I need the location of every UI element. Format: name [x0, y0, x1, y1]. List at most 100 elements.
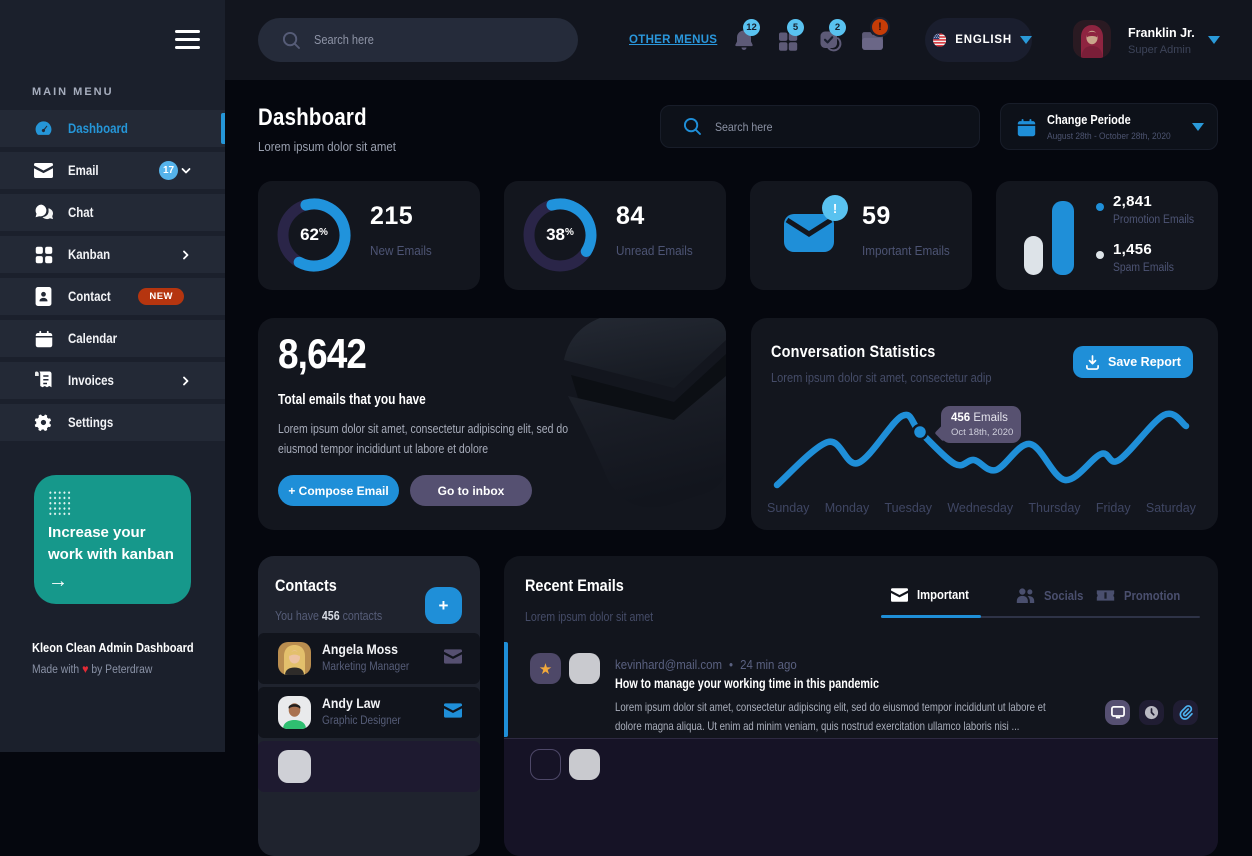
email-meta: kevinhard@mail.com • 24 min ago [615, 657, 797, 672]
tab-promotion[interactable]: Promotion [1096, 588, 1187, 603]
page-title: Dashboard [258, 104, 367, 131]
mail-alert-button[interactable]: ! [860, 17, 890, 54]
page-subtitle: Lorem ipsum dolor sit amet [258, 139, 396, 154]
star-button-outline[interactable] [530, 749, 561, 780]
sidebar-item-dashboard[interactable]: Dashboard [0, 110, 225, 147]
spam-bar [1024, 236, 1043, 275]
arrow-right-icon[interactable]: → [48, 570, 68, 592]
sidebar-item-invoices[interactable]: Invoices [0, 362, 225, 399]
sidebar: MAIN MENU Dashboard Email 17 Chat Kanban… [0, 0, 225, 752]
search-icon [282, 31, 300, 49]
conversation-subtitle: Lorem ipsum dolor sit amet, consectetur … [771, 370, 992, 385]
active-email-indicator [504, 642, 508, 737]
topbar-search-input[interactable]: Search here [258, 18, 578, 62]
hamburger-menu-icon[interactable] [175, 30, 200, 49]
gifts-button[interactable]: 5 [776, 19, 804, 54]
conversation-statistics-card: Conversation Statistics Lorem ipsum dolo… [751, 318, 1218, 530]
total-emails-title: Total emails that you have [278, 392, 426, 408]
email-avatar-placeholder [569, 749, 600, 780]
notifications-bell-button[interactable]: 12 [732, 19, 760, 54]
gear-icon [34, 413, 53, 432]
add-contact-button[interactable]: + [425, 587, 462, 624]
download-icon [1086, 354, 1099, 370]
sidebar-item-label: Calendar [68, 331, 118, 346]
us-flag-icon [933, 33, 947, 47]
contacts-subtitle: You have 456 contacts [275, 609, 383, 623]
contact-row-angela[interactable]: Angela Moss Marketing Manager [258, 633, 480, 684]
contact-name: Andy Law [322, 695, 381, 711]
stat-value: 84 [616, 202, 645, 230]
sidebar-item-chat[interactable]: Chat [0, 194, 225, 231]
chart-x-labels: Sunday Monday Tuesday Wednesday Thursday Frid… [751, 501, 1218, 515]
monitor-icon [1110, 706, 1125, 719]
tasks-button[interactable]: 2 [818, 19, 846, 54]
notification-count-badge: 2 [829, 19, 846, 36]
chart-x-label: Tuesday [884, 501, 932, 515]
chevron-down-icon [181, 167, 191, 173]
user-avatar[interactable] [1073, 20, 1111, 58]
total-emails-card: 8,642 Total emails that you have Lorem i… [258, 318, 726, 530]
sidebar-item-contact[interactable]: Contact NEW [0, 278, 225, 315]
sidebar-item-email[interactable]: Email 17 [0, 152, 225, 189]
contact-name: Angela Moss [322, 641, 398, 657]
recent-emails-title: Recent Emails [525, 576, 624, 595]
gift-icon [779, 32, 798, 51]
email-count-badge: 17 [159, 161, 178, 180]
change-periode-selector[interactable]: Change Periode August 28th - October 28t… [1000, 103, 1218, 150]
clock-chip-button[interactable] [1139, 700, 1164, 725]
other-menus-link[interactable]: OTHER MENUS [629, 34, 718, 46]
email-subject[interactable]: How to manage your working time in this … [615, 676, 880, 691]
star-button[interactable]: ★ [530, 653, 561, 684]
chevron-down-icon[interactable] [1208, 36, 1220, 44]
sidebar-item-label: Chat [68, 205, 94, 220]
language-selector[interactable]: ENGLISH [925, 18, 1032, 62]
email-row[interactable] [504, 739, 1218, 856]
email-row-separator [504, 738, 1218, 739]
contacts-title: Contacts [275, 576, 337, 595]
language-label: ENGLISH [955, 34, 1012, 46]
search-placeholder: Search here [314, 33, 374, 47]
chevron-right-icon [183, 250, 189, 259]
tab-active-indicator [881, 615, 981, 618]
recent-emails-card: Recent Emails Lorem ipsum dolor sit amet… [504, 556, 1218, 856]
promo-text: Increase your work with kanban [48, 524, 174, 563]
envelope-icon [891, 588, 908, 602]
user-name: Franklin Jr. [1128, 26, 1195, 40]
line-chart [773, 410, 1190, 489]
promotion-bar [1052, 201, 1074, 275]
envelope-icon[interactable] [444, 649, 462, 664]
tab-socials[interactable]: Socials [1016, 588, 1088, 603]
people-icon [1016, 588, 1035, 603]
sidebar-item-label: Kanban [68, 247, 111, 262]
user-role: Super Admin [1128, 44, 1191, 56]
legend-value: 2,841 [1113, 193, 1153, 210]
contact-row-andy[interactable]: Andy Law Graphic Designer [258, 687, 480, 738]
sidebar-item-label: Invoices [68, 373, 114, 388]
conversation-title: Conversation Statistics [771, 342, 936, 361]
stat-card-email-types: 2,841 Promotion Emails 1,456 Spam Emails [996, 181, 1218, 290]
save-report-button[interactable]: Save Report [1073, 346, 1193, 378]
sidebar-item-settings[interactable]: Settings [0, 404, 225, 441]
notification-count-badge: 5 [787, 19, 804, 36]
monitor-chip-button[interactable] [1105, 700, 1130, 725]
contact-row[interactable] [258, 741, 480, 792]
save-report-label: Save Report [1108, 355, 1181, 369]
periode-title: Change Periode [1047, 113, 1131, 127]
sidebar-item-kanban[interactable]: Kanban [0, 236, 225, 273]
kanban-promo-card[interactable]: Increase your work with kanban → [34, 475, 191, 604]
go-to-inbox-button[interactable]: Go to inbox [410, 475, 532, 506]
legend-dot-promotion [1096, 203, 1104, 211]
contact-book-icon [34, 287, 53, 306]
dashboard-search-input[interactable]: Search here [660, 105, 980, 148]
notification-count-badge: 12 [743, 19, 760, 36]
tab-important[interactable]: Important [891, 588, 975, 602]
new-badge: NEW [138, 288, 184, 305]
sidebar-item-calendar[interactable]: Calendar [0, 320, 225, 357]
legend-dot-spam [1096, 251, 1104, 259]
paperclip-icon [1179, 705, 1193, 720]
envelope-icon[interactable] [444, 703, 462, 718]
chart-x-label: Thursday [1028, 501, 1081, 515]
attachment-chip-button[interactable] [1173, 700, 1198, 725]
donut-percent-label: 62% [300, 225, 328, 244]
compose-email-button[interactable]: + Compose Email [278, 475, 399, 506]
